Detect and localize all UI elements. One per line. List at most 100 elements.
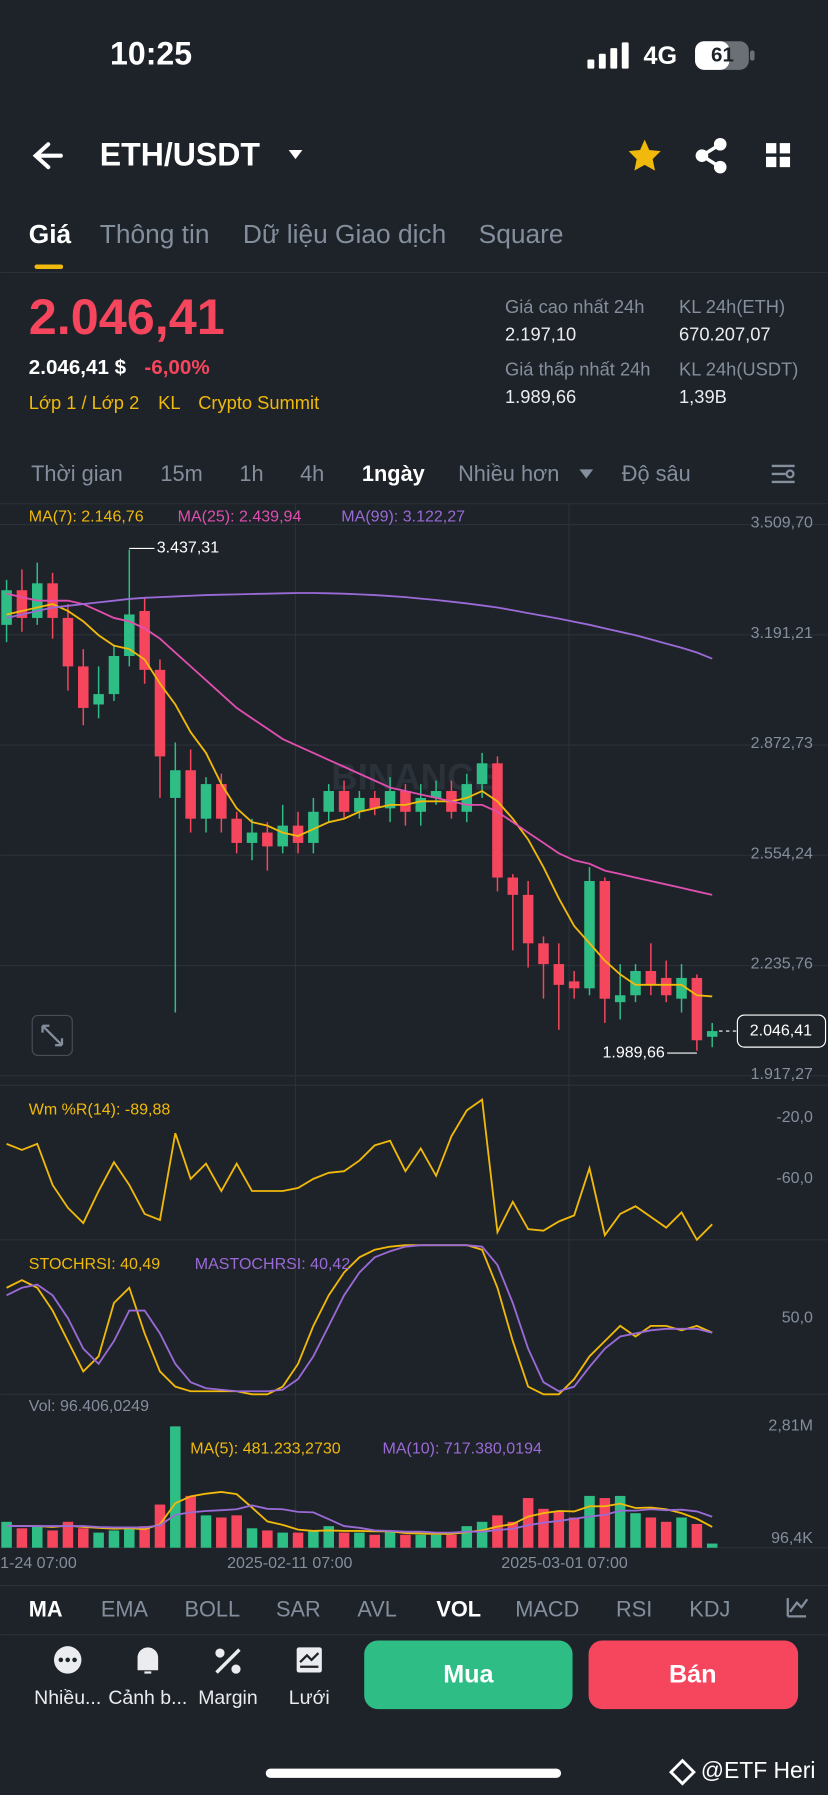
y-tick-label: 2.235,76 bbox=[751, 955, 813, 973]
y-tick-label: 2.872,73 bbox=[751, 734, 813, 752]
expand-icon bbox=[41, 1024, 64, 1047]
volume-bar bbox=[660, 1521, 672, 1548]
layout-button[interactable] bbox=[766, 143, 791, 168]
indicator-line bbox=[6, 1098, 713, 1242]
stat-label: KL 24h(USDT) bbox=[679, 359, 798, 380]
indicator-tab[interactable]: BOLL bbox=[184, 1596, 240, 1621]
volume-bar bbox=[706, 1543, 718, 1548]
indicator-settings[interactable] bbox=[786, 1598, 809, 1618]
interval[interactable]: 15m bbox=[160, 461, 202, 486]
indicator-line bbox=[6, 1504, 713, 1534]
x-tick-label: 1-24 07:00 bbox=[0, 1554, 77, 1572]
fiat-price: 2.046,41 $ bbox=[29, 356, 127, 379]
candle-body bbox=[262, 832, 273, 847]
tab[interactable]: Dữ liệu Giao dịch bbox=[243, 219, 446, 249]
indicator-tab[interactable]: RSI bbox=[616, 1596, 652, 1621]
stat-value: 1,39B bbox=[679, 386, 727, 407]
y-tick-label: 3.509,70 bbox=[751, 514, 813, 532]
signal-icon bbox=[587, 42, 629, 69]
volume-bar bbox=[246, 1528, 258, 1548]
expand-button[interactable] bbox=[31, 1014, 73, 1057]
sell-button[interactable] bbox=[588, 1640, 799, 1710]
interval[interactable]: 1ngày bbox=[362, 461, 425, 486]
indicator-line bbox=[6, 1244, 713, 1393]
price-change: -6,00% bbox=[144, 356, 209, 379]
tag[interactable]: Lớp 1 / Lớp 2 bbox=[29, 392, 139, 413]
candle-body bbox=[660, 977, 672, 996]
candle-body bbox=[706, 1031, 718, 1037]
more-icon bbox=[53, 1646, 82, 1674]
battery-percent: 61 bbox=[711, 44, 734, 67]
low-label: 1.989,66 bbox=[602, 1043, 664, 1061]
buy-button[interactable] bbox=[364, 1640, 573, 1710]
volume-bar bbox=[446, 1534, 457, 1548]
volume-bar bbox=[292, 1532, 304, 1548]
last-price-label: 2.046,41 bbox=[750, 1021, 812, 1039]
interval[interactable]: 1h bbox=[239, 461, 263, 486]
action-label[interactable]: Lưới bbox=[289, 1687, 330, 1709]
interval[interactable]: Nhiều hơn bbox=[458, 461, 559, 486]
pair-title[interactable]: ETH/USDT bbox=[100, 136, 261, 172]
battery-tip bbox=[749, 50, 755, 61]
volume-bar bbox=[430, 1534, 442, 1548]
share-button[interactable] bbox=[695, 137, 727, 174]
interval[interactable]: 4h bbox=[300, 461, 324, 486]
candle-body bbox=[430, 791, 442, 798]
action-label[interactable]: Nhiều... bbox=[34, 1687, 101, 1709]
volume-bar bbox=[323, 1526, 334, 1548]
indicator-line bbox=[6, 1244, 713, 1396]
volume-bar bbox=[415, 1534, 427, 1548]
candle-body bbox=[691, 977, 703, 1041]
volume-bar bbox=[584, 1495, 595, 1548]
volume-bar bbox=[691, 1523, 703, 1548]
tab[interactable]: Thông tin bbox=[100, 219, 210, 249]
volume-bar bbox=[78, 1528, 89, 1548]
legend-entry: MASTOCHRSI: 40,42 bbox=[195, 1255, 351, 1273]
indicator-tab[interactable]: KDJ bbox=[689, 1596, 730, 1621]
candle-body bbox=[154, 669, 166, 757]
chart-area: BINANCE 3.509,70 3.191,21 2.872,73 2.554,24 2… bbox=[0, 503, 828, 1572]
home-indicator bbox=[265, 1768, 562, 1778]
candle-body bbox=[676, 977, 687, 999]
volume-bar bbox=[262, 1530, 273, 1548]
volume-bar bbox=[599, 1498, 611, 1548]
indicator-tab[interactable]: VOL bbox=[436, 1596, 481, 1621]
indicator-tab[interactable]: AVL bbox=[357, 1596, 397, 1621]
tag[interactable]: KL bbox=[158, 392, 180, 413]
more-dropdown[interactable] bbox=[579, 469, 594, 479]
favorite-star[interactable] bbox=[628, 139, 661, 171]
volume-bar bbox=[476, 1521, 488, 1548]
tab[interactable]: Giá bbox=[29, 219, 72, 249]
candle-body bbox=[200, 784, 212, 819]
interval[interactable]: Độ sâu bbox=[622, 461, 691, 486]
stat-label: Giá thấp nhất 24h bbox=[505, 359, 650, 380]
action-label[interactable]: Margin bbox=[198, 1687, 257, 1709]
stat-value: 670.207,07 bbox=[679, 323, 771, 344]
indicator-tab[interactable]: EMA bbox=[101, 1596, 149, 1621]
indicator-tab[interactable]: MACD bbox=[515, 1596, 579, 1621]
action-label[interactable]: Cảnh b... bbox=[108, 1687, 187, 1709]
volume-bar bbox=[308, 1530, 319, 1548]
candle-body bbox=[415, 797, 427, 812]
volume-bar bbox=[568, 1517, 580, 1548]
chart-settings[interactable] bbox=[771, 464, 795, 484]
indicator-line bbox=[6, 603, 713, 998]
indicator-tab[interactable]: SAR bbox=[276, 1596, 321, 1621]
legend-entry: Wm %R(14): -89,88 bbox=[29, 1101, 171, 1119]
candle-body bbox=[584, 881, 595, 989]
interval[interactable]: Thời gian bbox=[31, 461, 123, 486]
indicator-tab[interactable]: MA bbox=[29, 1596, 63, 1621]
buy-label[interactable]: Mua bbox=[443, 1661, 494, 1689]
candle-body bbox=[384, 791, 396, 809]
pair-dropdown[interactable] bbox=[288, 149, 303, 160]
back-button[interactable] bbox=[32, 142, 63, 170]
candle-body bbox=[369, 797, 381, 809]
candle-body bbox=[246, 832, 258, 843]
sell-label[interactable]: Bán bbox=[669, 1661, 717, 1689]
tag[interactable]: Crypto Summit bbox=[198, 392, 319, 413]
y-tick-label: 2,81M bbox=[768, 1417, 813, 1435]
tab[interactable]: Square bbox=[479, 219, 564, 249]
candle-body bbox=[139, 611, 150, 670]
indicator-line bbox=[6, 592, 713, 660]
